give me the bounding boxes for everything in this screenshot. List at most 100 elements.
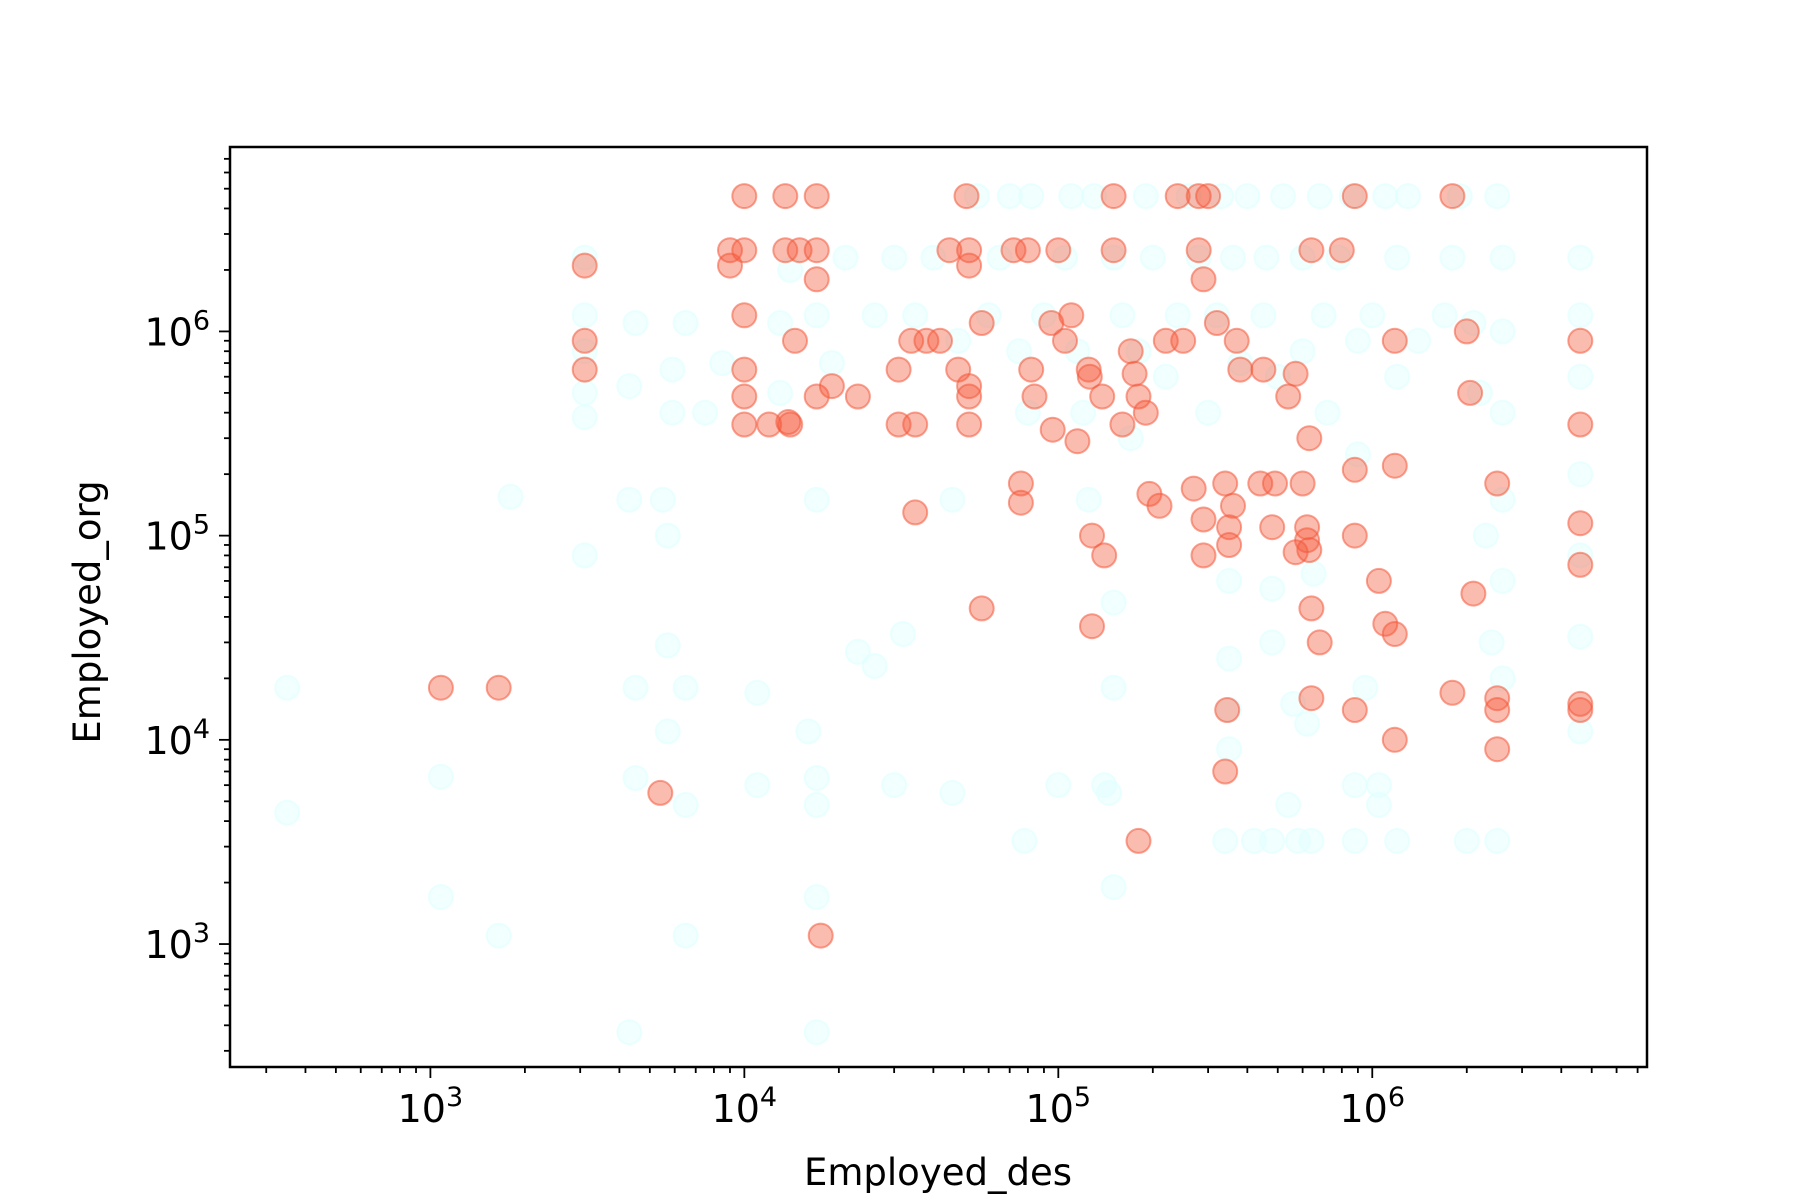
scatter-point-s0-150 [1567, 363, 1594, 390]
scatter-point-s0-118 [1341, 827, 1368, 854]
scatter-point-s1-88 [1216, 532, 1243, 558]
scatter-point-s1-19 [782, 327, 808, 354]
scatter-point-s0-59 [1006, 338, 1033, 365]
scatter-point-s0-33 [767, 310, 794, 336]
scatter-point-s1-56 [1064, 428, 1091, 455]
scatter-point-s1-22 [803, 237, 830, 264]
scatter-point-s0-7 [571, 302, 598, 329]
scatter-point-s1-113 [1365, 567, 1392, 594]
scatter-point-s0-80 [1132, 183, 1159, 210]
scatter-point-s1-59 [1079, 522, 1105, 549]
scatter-point-s1-74 [1164, 183, 1191, 210]
scatter-point-s0-149 [1567, 302, 1594, 329]
scatter-point-s1-96 [1275, 383, 1302, 410]
scatter-point-s1-25 [807, 922, 834, 949]
scatter-point-s0-113 [1306, 183, 1333, 210]
scatter-point-s0-54 [945, 327, 972, 354]
scatter-point-s1-118 [1381, 621, 1408, 647]
scatter-point-s0-144 [1489, 399, 1516, 426]
scatter-point-s0-81 [1139, 244, 1166, 271]
scatter-point-s1-42 [956, 411, 983, 438]
scatter-point-s1-0 [427, 674, 454, 701]
scatter-point-s0-18 [649, 486, 676, 513]
scatter-point-s0-23 [659, 399, 686, 426]
scatter-point-s0-0 [274, 674, 301, 701]
scatter-point-s0-146 [1489, 567, 1516, 594]
scatter-point-s1-99 [1289, 470, 1316, 497]
scatter-point-s0-111 [1298, 827, 1325, 854]
scatter-point-s0-45 [861, 653, 888, 679]
scatter-point-s1-114 [1372, 610, 1399, 637]
scatter-point-s1-110 [1341, 456, 1368, 483]
scatter-point-s0-37 [803, 791, 830, 818]
scatter-point-s0-44 [844, 638, 871, 665]
scatter-point-s0-10 [571, 404, 598, 431]
scatter-point-s0-112 [1300, 560, 1327, 587]
scatter-point-s0-72 [1096, 779, 1122, 806]
scatter-point-s1-12 [731, 383, 758, 410]
x-tick-label: 105 [1026, 1082, 1092, 1131]
scatter-point-s0-11 [571, 542, 598, 569]
scatter-point-s1-72 [1146, 492, 1173, 519]
scatter-point-s1-76 [1180, 475, 1207, 502]
scatter-point-s0-99 [1253, 244, 1280, 271]
scatter-point-s0-74 [1100, 589, 1127, 616]
scatter-point-s0-42 [818, 350, 845, 377]
scatter-point-s1-61 [1089, 383, 1116, 410]
scatter-point-s1-124 [1484, 470, 1511, 497]
scatter-point-s1-78 [1185, 237, 1212, 264]
scatter-point-s1-32 [902, 499, 929, 526]
scatter-point-s1-107 [1306, 629, 1333, 656]
scatter-point-s0-143 [1489, 318, 1516, 345]
scatter-point-s1-10 [731, 302, 758, 329]
scatter-point-s1-28 [885, 356, 912, 383]
scatter-point-s1-128 [1567, 327, 1594, 354]
ticks-layer: 103 104 105 106 103 104 105 106 [144, 157, 1639, 1131]
scatter-point-s0-52 [939, 486, 966, 513]
scatter-point-s0-104 [1270, 183, 1297, 210]
scatter-point-s1-92 [1247, 470, 1274, 497]
scatter-point-s1-131 [1567, 551, 1594, 578]
scatter-point-s0-134 [1446, 183, 1473, 210]
scatter-point-s0-5 [497, 483, 524, 510]
scatter-point-s1-24 [803, 383, 830, 410]
scatter-point-s0-60 [1011, 827, 1038, 854]
scatter-point-s1-8 [731, 183, 758, 210]
scatter-point-s0-16 [622, 765, 649, 791]
scatter-point-s1-62 [1091, 542, 1118, 569]
scatter-point-s0-20 [654, 632, 681, 659]
scatter-point-s1-39 [956, 252, 983, 279]
scatter-point-s1-3 [571, 327, 598, 354]
scatter-point-s0-140 [1484, 183, 1511, 210]
scatter-point-s1-121 [1453, 318, 1480, 345]
scatter-point-s0-6 [571, 244, 598, 271]
scatter-point-s1-87 [1216, 514, 1243, 541]
scatter-point-s0-27 [672, 922, 699, 949]
scatter-point-s0-40 [803, 486, 830, 513]
scatter-point-s0-94 [1220, 244, 1246, 271]
scatter-point-s1-47 [1007, 489, 1034, 516]
scatter-point-s1-85 [1212, 758, 1239, 785]
scatter-point-s0-128 [1384, 827, 1411, 854]
scatter-point-s0-73 [1100, 244, 1127, 271]
scatter-point-s0-31 [744, 772, 771, 799]
scatter-point-s0-102 [1259, 827, 1286, 854]
scatter-point-s1-70 [1132, 399, 1159, 426]
scatter-point-s0-46 [861, 302, 888, 329]
scatter-point-s1-64 [1100, 237, 1127, 264]
scatter-point-s0-82 [1152, 363, 1179, 390]
scatter-point-s1-16 [772, 237, 799, 264]
scatter-point-s1-115 [1381, 452, 1408, 479]
scatter-point-s0-41 [803, 302, 830, 329]
scatter-point-s0-75 [1100, 674, 1127, 701]
scatter-point-s0-123 [1359, 302, 1386, 329]
scatter-point-s1-102 [1296, 425, 1323, 452]
scatter-point-s1-30 [898, 327, 925, 354]
scatter-point-s1-58 [1076, 363, 1103, 390]
scatter-point-s1-46 [1007, 470, 1034, 497]
scatter-point-s1-18 [777, 411, 804, 438]
scatter-point-s1-109 [1341, 183, 1368, 210]
scatter-point-s1-120 [1439, 679, 1466, 706]
scatter-point-s0-56 [975, 302, 1002, 329]
